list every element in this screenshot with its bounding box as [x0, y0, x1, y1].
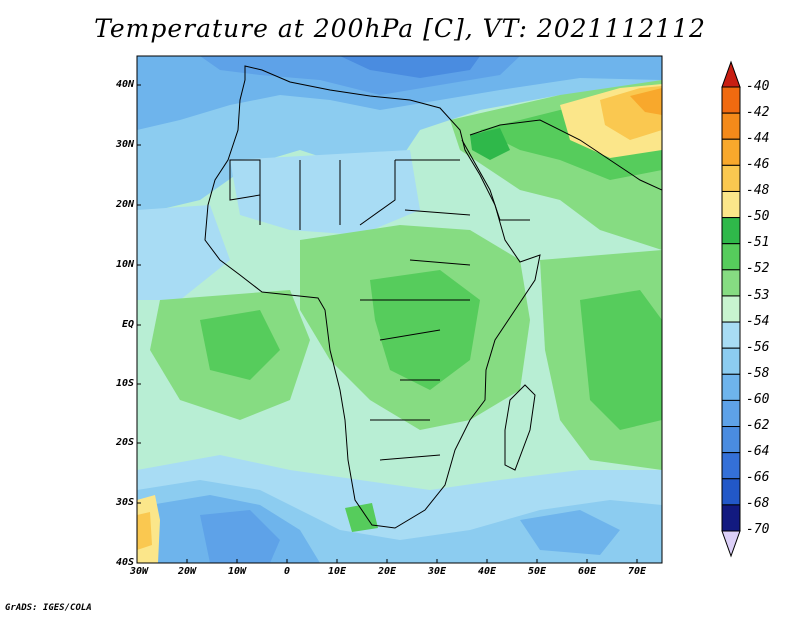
- colorbar-swatch: [721, 295, 741, 323]
- lat-label-30s: 30S: [115, 497, 134, 508]
- lat-label-20n: 20N: [115, 199, 134, 210]
- lat-label-20s: 20S: [115, 437, 134, 448]
- colorbar-swatch: [721, 164, 741, 192]
- colorbar-label: -60: [746, 392, 770, 407]
- colorbar-swatch: [721, 321, 741, 349]
- lon-label-50e: 50E: [527, 566, 547, 577]
- colorbar-label: -54: [746, 314, 770, 329]
- lon-label-20e: 20E: [377, 566, 397, 577]
- colorbar-label: -66: [746, 470, 770, 485]
- colorbar: [721, 60, 741, 558]
- colorbar-swatch: [721, 269, 741, 297]
- coastlines: [204, 65, 662, 529]
- map-frame: [136, 55, 663, 564]
- lon-label-40e: 40E: [477, 566, 497, 577]
- colorbar-swatch: [721, 373, 741, 401]
- colorbar-label: -44: [746, 131, 770, 146]
- axis-ticks: [137, 84, 638, 563]
- lon-label-20w: 20W: [177, 566, 197, 577]
- colorbar-swatch: [721, 138, 741, 166]
- lon-label-70e: 70E: [627, 566, 647, 577]
- colorbar-bottom-triangle: [721, 530, 741, 558]
- colorbar-swatch: [721, 426, 741, 454]
- colorbar-label: -58: [746, 366, 770, 381]
- lat-label-10s: 10S: [115, 378, 134, 389]
- colorbar-label: -51: [746, 235, 770, 250]
- colorbar-label: -40: [746, 79, 770, 94]
- lon-label-60e: 60E: [577, 566, 597, 577]
- colorbar-swatch: [721, 112, 741, 140]
- lat-label-eq: EQ: [121, 319, 134, 330]
- colorbar-label: -68: [746, 496, 770, 511]
- colorbar-label: -42: [746, 105, 770, 120]
- colorbar-swatch: [721, 399, 741, 428]
- lat-label-10n: 10N: [115, 259, 134, 270]
- colorbar-swatch: [721, 190, 741, 219]
- colorbar-swatch: [721, 243, 741, 271]
- lat-label-30n: 30N: [115, 139, 134, 150]
- colorbar-label: -46: [746, 157, 770, 172]
- colorbar-swatch: [721, 504, 741, 532]
- colorbar-swatch: [721, 478, 741, 506]
- colorbar-swatch: [721, 452, 741, 480]
- lon-label-10e: 10E: [327, 566, 347, 577]
- lon-label-10w: 10W: [227, 566, 247, 577]
- colorbar-label: -56: [746, 340, 770, 355]
- colorbar-label: -64: [746, 444, 770, 459]
- lon-label-0: 0: [283, 566, 291, 577]
- colorbar-swatch: [721, 86, 741, 114]
- colorbar-label: -70: [746, 522, 770, 537]
- colorbar-swatch: [721, 347, 741, 375]
- colorbar-label: -53: [746, 288, 770, 303]
- map-title: Temperature at 200hPa [C], VT: 202111211…: [94, 14, 706, 43]
- colorbar-label: -52: [746, 261, 770, 276]
- lat-label-40n: 40N: [115, 79, 134, 90]
- grads-credit: GrADS: IGES/COLA: [5, 603, 92, 613]
- colorbar-label: -62: [746, 418, 770, 433]
- lat-label-40s: 40S: [115, 557, 134, 568]
- colorbar-label: -48: [746, 183, 770, 198]
- colorbar-label: -50: [746, 209, 770, 224]
- lon-label-30w: 30W: [129, 566, 149, 577]
- colorbar-top-triangle: [721, 60, 741, 88]
- temperature-field: [137, 56, 662, 563]
- colorbar-swatch: [721, 217, 741, 245]
- lon-label-30e: 30E: [427, 566, 447, 577]
